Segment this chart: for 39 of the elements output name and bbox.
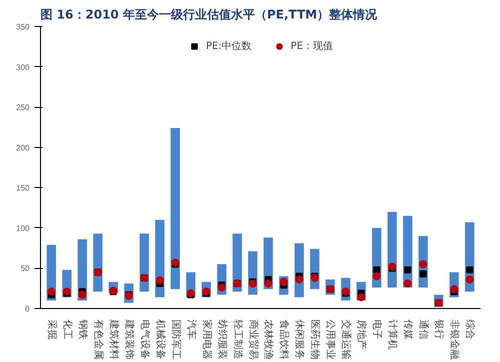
x-tick-label: 计算机 (386, 320, 399, 350)
x-tick-label: 房地产 (356, 320, 368, 350)
x-tick-label: 纺织服装 (216, 320, 228, 360)
x-tick-label: 银行 (433, 318, 444, 340)
x-tick-label: 商业贸易 (247, 320, 260, 360)
x-tick-label: 建筑材料 (108, 318, 120, 360)
y-tick-label: 150 (16, 184, 30, 193)
x-tick-label: 休闲服务 (294, 320, 306, 360)
y-tick-label: 350 (16, 22, 30, 32)
x-tick-label: 传媒 (402, 320, 414, 340)
x-tick-label: 国防军工 (170, 320, 182, 360)
legend-label: PE：现值 (290, 40, 334, 53)
x-tick-label: 有色金属 (92, 320, 104, 360)
y-tick-label: 250 (16, 103, 30, 112)
x-tick-label: 轻工制造 (232, 320, 244, 360)
x-tick-label: 机械设备 (154, 320, 166, 360)
x-tick-label: 交通运输 (340, 320, 352, 360)
y-tick-label: 50 (20, 264, 30, 274)
x-tick-label: 电子 (371, 320, 384, 340)
x-tick-label: 电气设备 (138, 320, 151, 360)
y-tick-label: 0 (25, 304, 30, 314)
x-tick-label: 汽车 (185, 320, 198, 340)
legend-label: PE:中位数 (206, 40, 252, 53)
x-tick-label: 非银金融 (448, 320, 461, 360)
x-tick-label: 食品饮料 (278, 320, 290, 360)
x-tick-label: 采掘 (46, 320, 58, 340)
x-tick-label: 化工 (61, 320, 74, 340)
x-tick-label: 通信 (418, 320, 430, 340)
x-tick-label: 公用事业 (324, 320, 337, 360)
chart-title: 图 16：2010 年至今一级行业估值水平（PE,TTM）整体情况 (40, 8, 378, 22)
y-tick-label: 300 (16, 62, 30, 72)
x-tick-label: 钢铁 (76, 318, 89, 340)
x-tick-label: 建筑装饰 (123, 318, 136, 360)
x-tick-label: 农林牧渔 (262, 320, 275, 360)
x-tick-label: 医药生物 (309, 320, 322, 360)
y-tick-label: 200 (16, 143, 30, 152)
y-tick-label: 100 (16, 224, 30, 233)
x-tick-label: 综合 (464, 320, 476, 340)
x-tick-label: 家用电器 (200, 320, 213, 360)
